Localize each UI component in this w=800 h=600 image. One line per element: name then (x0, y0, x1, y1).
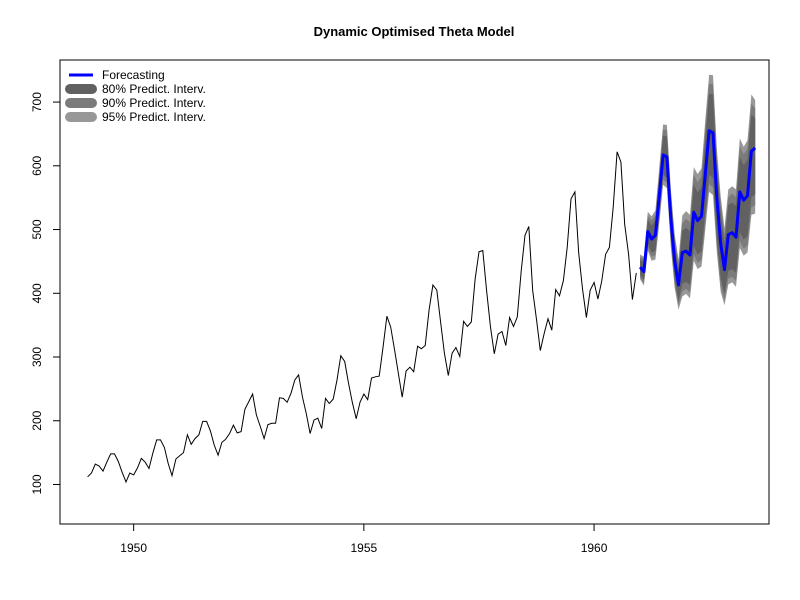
x-tick-label: 1960 (581, 541, 608, 555)
x-axis: 1950 1955 1960 (120, 524, 608, 555)
x-tick-label: 1955 (351, 541, 378, 555)
chart-title: Dynamic Optimised Theta Model (314, 24, 515, 39)
y-tick-label: 400 (30, 283, 44, 303)
forecast-line (638, 129, 757, 287)
legend-label: 80% Predict. Interv. (102, 82, 206, 96)
prediction-interval-bands (640, 74, 756, 310)
x-tick-label: 1950 (120, 541, 147, 555)
y-tick-label: 700 (30, 92, 44, 112)
history-line (87, 151, 637, 484)
y-axis: 100 200 300 400 500 600 700 (30, 92, 60, 495)
y-tick-label: 300 (30, 347, 44, 367)
y-tick-label: 100 (30, 474, 44, 494)
y-tick-label: 600 (30, 155, 44, 175)
legend-label: 90% Predict. Interv. (102, 96, 206, 110)
y-tick-label: 200 (30, 410, 44, 430)
legend-label: 95% Predict. Interv. (102, 110, 206, 124)
series-lines (87, 129, 757, 484)
plot-frame (59, 59, 770, 525)
y-tick-label: 500 (30, 219, 44, 239)
legend-label: Forecasting (102, 68, 165, 82)
